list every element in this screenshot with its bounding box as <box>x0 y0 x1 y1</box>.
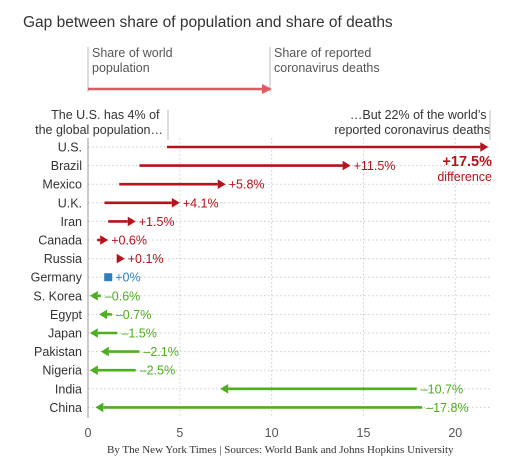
legend-deaths-label: Share of reported coronavirus deaths <box>274 46 380 75</box>
row-india: India –10.7% <box>55 382 463 396</box>
arrow-head-brazil <box>342 160 351 171</box>
us-difference-label: +17.5% difference <box>437 154 492 184</box>
arrow-head-russia <box>116 253 125 264</box>
arrow-head-u-k <box>171 198 180 208</box>
value-label-iran: +1.5% <box>139 215 175 229</box>
annotation-right-text: …But 22% of the world’s reported coronav… <box>334 108 490 137</box>
value-label-canada: +0.6% <box>111 234 147 248</box>
country-label-iran: Iran <box>60 215 82 229</box>
chart-title: Gap between share of population and shar… <box>23 14 393 31</box>
us-annotation: The U.S. has 4% of the global population… <box>35 108 491 140</box>
legend-deaths-line-2: coronavirus deaths <box>274 61 380 75</box>
legend-population-line-2: population <box>92 61 150 75</box>
country-label-pakistan: Pakistan <box>34 345 82 359</box>
annotation-left-text: The U.S. has 4% of the global population… <box>35 108 163 137</box>
country-label-japan: Japan <box>48 327 82 341</box>
row-japan: Japan –1.5% <box>48 327 157 341</box>
row-nigeria: Nigeria –2.5% <box>42 364 175 378</box>
arrow-head-s-korea <box>89 291 98 301</box>
row-canada: Canada +0.6% <box>38 234 147 248</box>
value-label-nigeria: –2.5% <box>140 364 175 378</box>
us-difference-value: +17.5% <box>442 154 492 170</box>
annotation-left-line-2: the global population… <box>35 123 163 137</box>
arrow-head-china <box>95 402 104 413</box>
x-tick-label-5: 5 <box>176 426 183 440</box>
value-label-egypt: –0.7% <box>116 308 151 322</box>
row-s-korea: S. Korea –0.6% <box>33 289 140 303</box>
row-mexico: Mexico +5.8% <box>42 178 264 192</box>
arrow-head-japan <box>89 328 98 338</box>
row-iran: Iran +1.5% <box>60 215 174 229</box>
row-germany: Germany +0% <box>31 271 141 285</box>
source-text: By The New York Times | Sources: World B… <box>107 444 454 456</box>
value-label-russia: +0.1% <box>128 252 164 266</box>
us-difference-sub: difference <box>437 170 492 184</box>
country-label-germany: Germany <box>31 271 83 285</box>
value-label-mexico: +5.8% <box>229 178 265 192</box>
x-axis: 0 5 10 15 20 <box>85 426 463 440</box>
row-china: China –17.8% <box>49 401 468 415</box>
country-label-s-korea: S. Korea <box>33 289 82 303</box>
country-label-mexico: Mexico <box>42 178 82 192</box>
row-brazil: Brazil +11.5% <box>51 159 396 173</box>
row-u-s: U.S. <box>58 141 489 155</box>
value-label-brazil: +11.5% <box>354 159 396 173</box>
row-egypt: Egypt –0.7% <box>50 308 151 322</box>
country-label-u-k: U.K. <box>58 196 82 210</box>
value-label-u-k: +4.1% <box>183 196 219 210</box>
annotation-right-line-2: reported coronavirus deaths <box>334 123 490 137</box>
legend-population-line-1: Share of world <box>92 46 173 60</box>
arrow-head-egypt <box>99 309 108 320</box>
country-label-china: China <box>49 401 82 415</box>
arrow-head-iran <box>127 216 136 227</box>
arrow-head-pakistan <box>100 346 109 357</box>
country-label-nigeria: Nigeria <box>42 364 82 378</box>
legend-population-label: Share of world population <box>92 46 176 75</box>
annotation-left-line-1: The U.S. has 4% of <box>51 108 160 122</box>
value-label-s-korea: –0.6% <box>105 289 140 303</box>
country-label-u-s: U.S. <box>58 141 82 155</box>
legend-arrow-head <box>262 84 272 94</box>
legend: Share of world population Share of repor… <box>87 46 380 94</box>
row-pakistan: Pakistan –2.1% <box>34 345 179 359</box>
legend-deaths-line-1: Share of reported <box>274 46 371 60</box>
value-label-pakistan: –2.1% <box>143 345 178 359</box>
country-rows: U.S. Brazil +11.5% Mexico +5.8% U.K. +4.1% Iran… <box>31 141 489 415</box>
value-label-japan: –1.5% <box>121 327 156 341</box>
country-label-russia: Russia <box>44 252 82 266</box>
value-label-germany: +0% <box>115 271 140 285</box>
row-russia: Russia +0.1% <box>44 252 164 266</box>
x-tick-label-20: 20 <box>448 426 462 440</box>
arrow-head-mexico <box>217 179 226 189</box>
arrow-head-nigeria <box>89 365 98 375</box>
row-u-k: U.K. +4.1% <box>58 196 219 210</box>
value-label-china: –17.8% <box>426 401 468 415</box>
arrow-head-india <box>220 384 229 394</box>
marker-germany <box>104 273 113 282</box>
country-label-brazil: Brazil <box>51 159 82 173</box>
annotation-right-line-1: …But 22% of the world’s <box>350 108 487 122</box>
country-label-canada: Canada <box>38 234 82 248</box>
value-label-india: –10.7% <box>421 382 463 396</box>
x-tick-label-0: 0 <box>85 426 92 440</box>
arrow-head-u-s <box>480 142 489 152</box>
x-tick-label-10: 10 <box>265 426 279 440</box>
arrow-head-canada <box>100 235 109 245</box>
x-tick-label-15: 15 <box>357 426 371 440</box>
country-label-india: India <box>55 382 82 396</box>
country-label-egypt: Egypt <box>50 308 82 322</box>
